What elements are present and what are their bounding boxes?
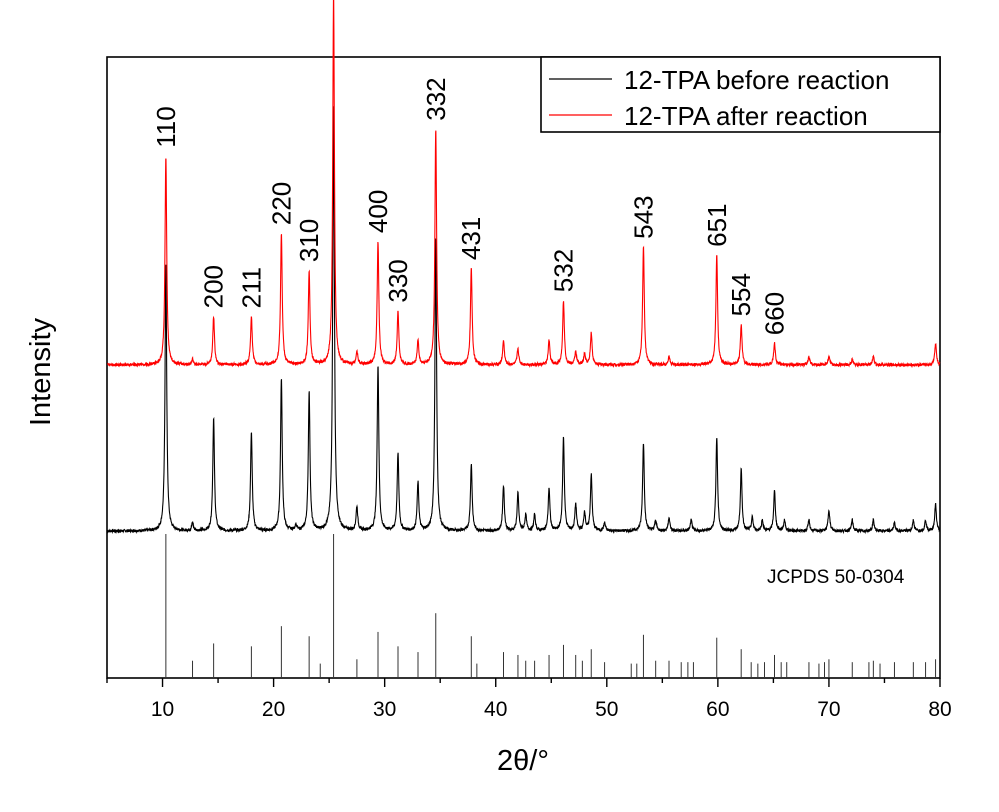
peak-labels: 1102002112203102224003303324315325436515… [151, 77, 790, 335]
series-line-0 [107, 106, 941, 535]
y-axis-title: Intensity [25, 318, 57, 426]
x-tick-label-80: 80 [928, 698, 951, 721]
legend-label-after: 12-TPA after reaction [624, 101, 868, 131]
x-tick-label-70: 70 [817, 698, 840, 721]
x-tick-label-10: 10 [151, 698, 174, 721]
x-axis-ticks: 10 20 30 40 50 60 70 80 [106, 678, 952, 721]
peak-label-554: 554 [726, 273, 756, 316]
legend-box [540, 56, 941, 133]
peak-label-532: 532 [548, 249, 578, 292]
reference-label: JCPDS 50-0304 [767, 567, 905, 588]
peak-label-400: 400 [363, 190, 393, 233]
peak-label-310: 310 [294, 219, 324, 262]
x-axis-title: 2θ/° [497, 745, 549, 777]
plot-frame [106, 56, 941, 679]
peak-label-110: 110 [151, 106, 181, 147]
legend: 12-TPA before reaction 12-TPA after reac… [540, 56, 941, 133]
series-group [107, 0, 941, 535]
peak-label-651: 651 [702, 203, 732, 246]
peak-label-332: 332 [421, 77, 451, 120]
x-tick-label-30: 30 [373, 698, 396, 721]
legend-label-before: 12-TPA before reaction [624, 65, 889, 95]
x-tick-label-40: 40 [484, 698, 507, 721]
peak-label-431: 431 [456, 217, 486, 260]
x-tick-label-50: 50 [595, 698, 618, 721]
peak-label-660: 660 [759, 292, 789, 335]
peak-label-543: 543 [629, 195, 659, 238]
series-line-1 [107, 0, 941, 369]
x-tick-label-20: 20 [262, 698, 285, 721]
x-tick-label-60: 60 [706, 698, 729, 721]
peak-label-330: 330 [383, 259, 413, 302]
reference-pattern [165, 534, 937, 678]
peak-label-200: 200 [199, 265, 229, 308]
peak-label-211: 211 [236, 267, 266, 308]
peak-label-220: 220 [266, 182, 296, 225]
